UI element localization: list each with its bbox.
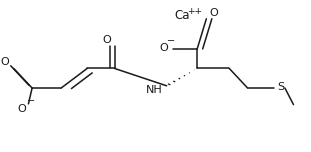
Text: Ca: Ca — [174, 9, 190, 22]
Text: S: S — [278, 82, 285, 92]
Text: O: O — [103, 35, 111, 45]
Text: −: − — [27, 96, 35, 106]
Text: O: O — [210, 8, 218, 18]
Text: NH: NH — [146, 85, 163, 95]
Text: O: O — [1, 57, 10, 67]
Text: O: O — [17, 104, 26, 114]
Text: −: − — [167, 36, 175, 46]
Text: O: O — [159, 43, 168, 53]
Text: ++: ++ — [188, 7, 202, 16]
